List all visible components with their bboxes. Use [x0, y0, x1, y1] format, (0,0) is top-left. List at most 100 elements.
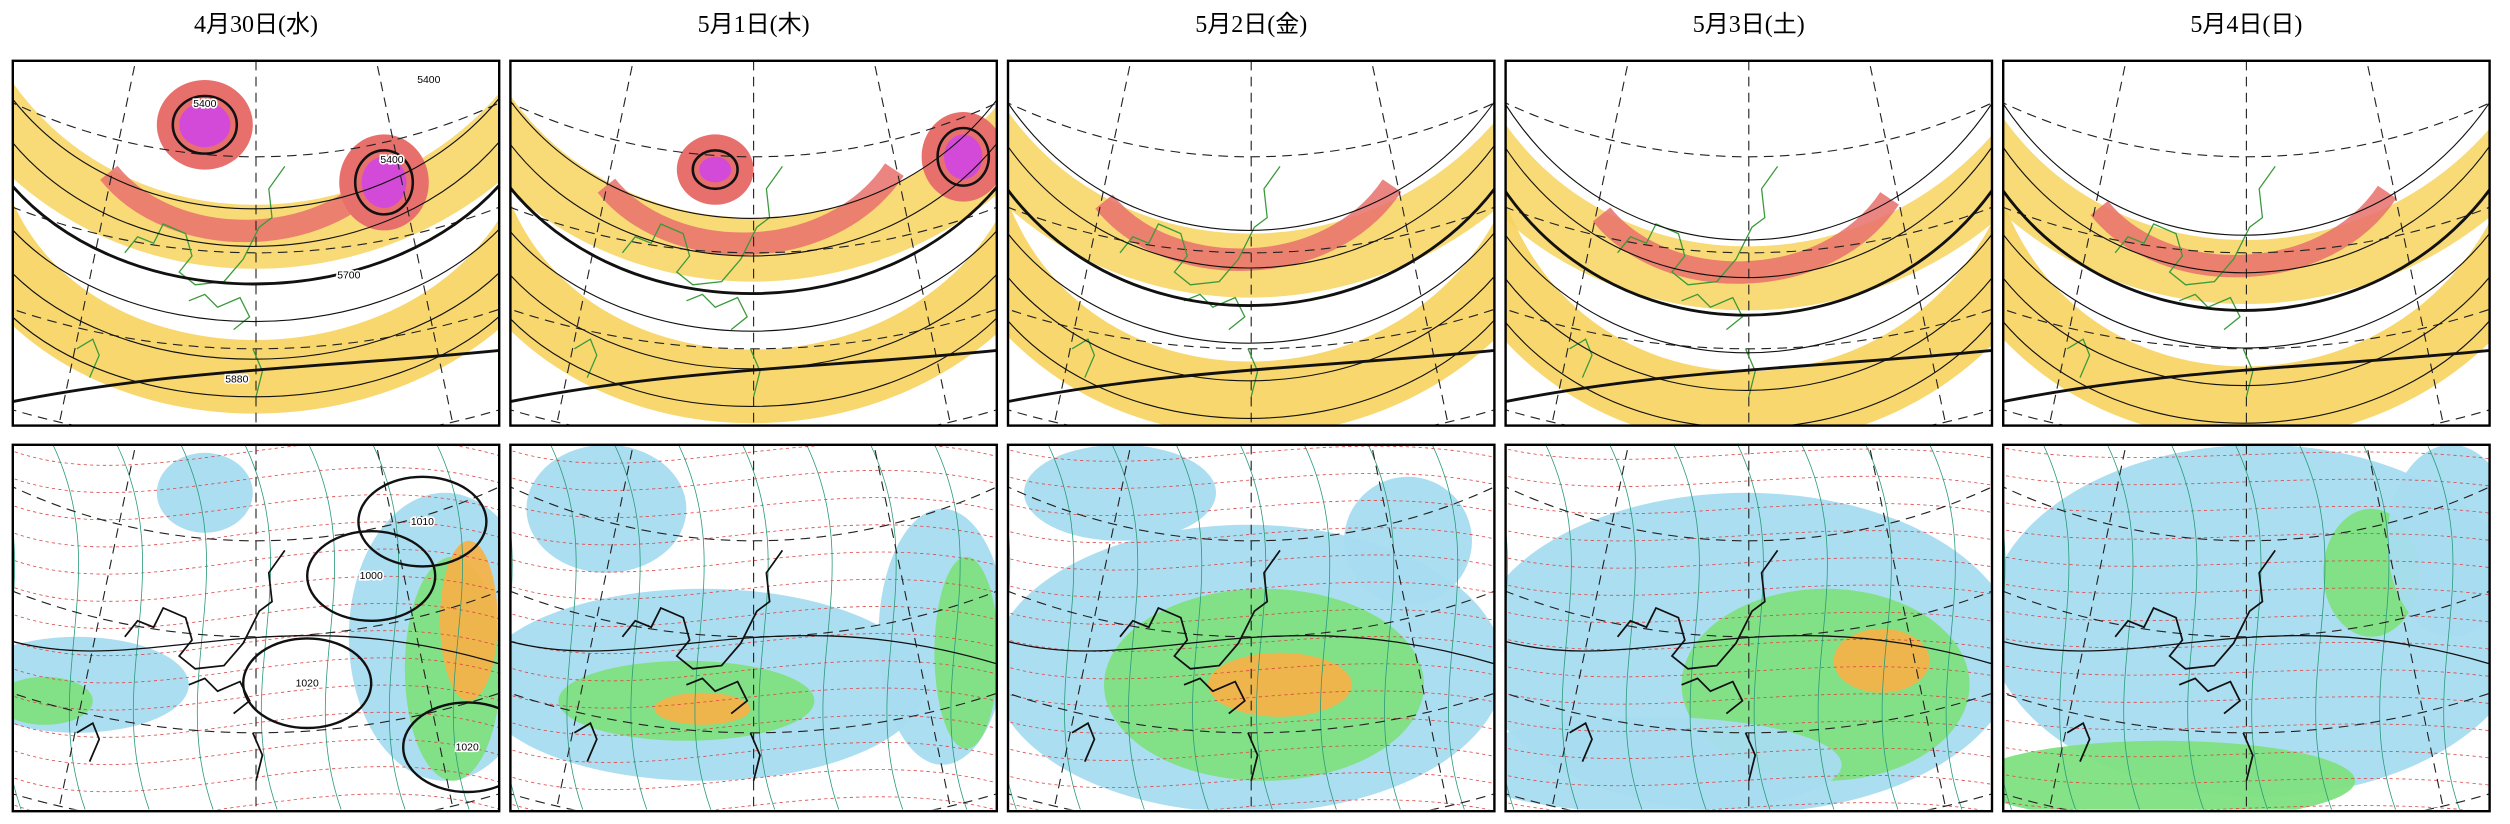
height-contour	[1505, 276, 1993, 391]
temp-contour	[1505, 693, 1993, 705]
jet-core	[597, 163, 904, 255]
date-title: 5月3日(土)	[1693, 11, 1805, 38]
core-magenta	[944, 134, 983, 180]
pressure-contour	[1505, 634, 1993, 665]
jet-band	[510, 205, 997, 424]
temp-contour	[510, 769, 997, 791]
jet-band	[12, 204, 500, 414]
latitude-line	[1008, 692, 1495, 734]
thickness-contour	[550, 444, 584, 810]
temp-contour	[12, 444, 500, 466]
coastline	[1071, 549, 1281, 782]
height-contour	[2003, 187, 2490, 312]
panel-frame	[2002, 443, 2491, 813]
temp-contour	[12, 575, 500, 602]
panel-frame	[509, 59, 998, 427]
thickness-contour	[1801, 444, 1835, 810]
thickness-contour	[116, 444, 150, 810]
height-contour	[1008, 186, 1495, 307]
temp-contour	[1505, 774, 1993, 787]
temp-contour	[510, 497, 997, 519]
height-contour	[2003, 276, 2490, 386]
pressure-contour	[12, 634, 500, 665]
thickness-contour	[2362, 444, 2396, 810]
temp-contour	[12, 494, 500, 521]
temp-contour	[1505, 611, 1993, 623]
temp-contour	[1505, 448, 1993, 460]
temp-contour	[1008, 744, 1495, 761]
coastline	[574, 166, 783, 397]
temp-contour	[510, 742, 997, 763]
thickness-contour	[614, 444, 648, 810]
latitude-line	[1008, 486, 1495, 542]
temp-contour	[510, 524, 997, 546]
core-magenta	[699, 156, 732, 183]
height-contour	[1008, 100, 1495, 231]
temp-contour	[1505, 557, 1993, 569]
core-magenta	[179, 102, 231, 148]
thickness-contour	[1929, 444, 1963, 810]
height-contour	[1008, 144, 1495, 269]
lower-map: 101010101010	[510, 444, 997, 810]
jet-band	[1008, 206, 1495, 426]
height-contour	[12, 228, 500, 323]
low-contour	[936, 126, 991, 187]
temp-contour	[1505, 502, 1993, 515]
isobar-label: 1010	[411, 517, 434, 528]
thickness-contour	[1545, 444, 1579, 810]
coastline	[76, 549, 286, 782]
height-contour	[12, 348, 500, 404]
temp-contour	[510, 633, 997, 655]
latitude-line	[510, 102, 997, 158]
thickness-contour	[806, 444, 840, 810]
temp-contour	[12, 766, 500, 793]
height-contour	[510, 317, 997, 407]
panel-frame	[1504, 59, 1994, 427]
temp-contour	[2003, 719, 2490, 732]
height-contour	[1505, 233, 1993, 354]
temp-contour	[12, 630, 500, 657]
temp-contour	[1008, 772, 1495, 789]
jet-core	[1095, 179, 1402, 271]
lower-map: 1010101010101020	[1008, 444, 1495, 810]
thickness-contour	[2298, 444, 2332, 810]
temp-contour	[12, 548, 500, 575]
height-contour	[1008, 348, 1495, 404]
thickness-contour	[2106, 444, 2140, 810]
temp-contour	[510, 606, 997, 627]
jet-core	[1592, 191, 1899, 284]
latitude-line	[2003, 692, 2490, 734]
thickness-contour	[2042, 444, 2076, 810]
height-contour	[510, 98, 997, 219]
thickness-contour	[1431, 444, 1465, 810]
panel-frame	[2002, 59, 2491, 427]
temp-contour	[12, 711, 500, 738]
temp-contour	[510, 660, 997, 682]
temp-contour	[1505, 720, 1993, 732]
contour-label: 5700	[337, 270, 360, 281]
precip-area	[526, 444, 687, 573]
thickness-contour	[742, 444, 776, 810]
height-contour	[510, 229, 997, 332]
isobar-label: 1000	[360, 571, 383, 582]
height-contour	[510, 348, 997, 404]
precip-area	[2387, 444, 2490, 637]
coastline	[573, 549, 784, 782]
thickness-contour	[870, 444, 904, 810]
low-contour	[171, 94, 239, 155]
pressure-contour	[357, 475, 488, 568]
precip-area	[1024, 444, 1216, 541]
thickness-contour	[1175, 444, 1209, 810]
height-contour	[2003, 348, 2490, 404]
height-contour	[1505, 188, 1993, 317]
thickness-contour	[1865, 444, 1899, 810]
thickness-contour	[308, 444, 342, 810]
contour-label: 5400	[193, 99, 216, 110]
height-contour	[12, 140, 500, 247]
temp-contour	[1008, 717, 1495, 734]
thickness-contour	[1673, 444, 1707, 810]
jet-band	[1505, 206, 1993, 426]
thickness-contour	[436, 444, 470, 810]
latitude-line	[510, 308, 997, 350]
